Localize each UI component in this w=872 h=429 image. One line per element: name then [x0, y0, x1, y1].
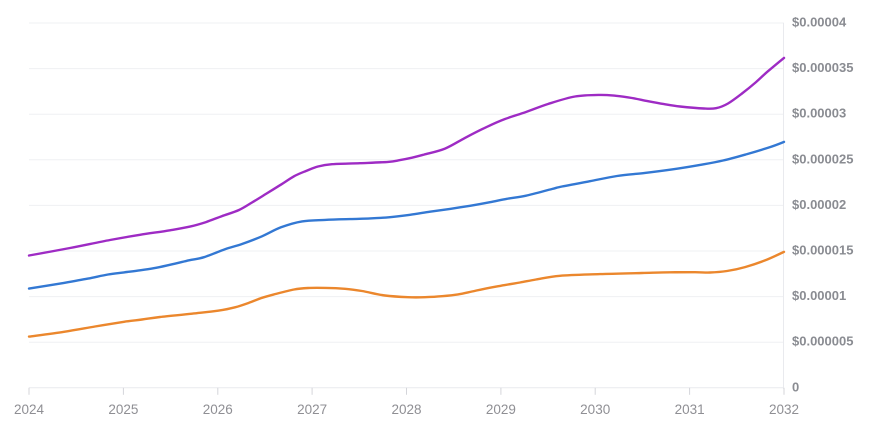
svg-text:$0.00003: $0.00003 [792, 106, 846, 121]
svg-text:$0.00001: $0.00001 [792, 288, 846, 303]
svg-text:$0.00002: $0.00002 [792, 197, 846, 212]
svg-text:2024: 2024 [14, 402, 45, 417]
svg-text:$0.000035: $0.000035 [792, 60, 853, 75]
svg-text:2031: 2031 [675, 402, 705, 417]
svg-text:2030: 2030 [580, 402, 610, 417]
svg-text:0: 0 [792, 379, 799, 394]
svg-text:$0.000015: $0.000015 [792, 243, 853, 258]
svg-text:$0.00004: $0.00004 [792, 15, 847, 30]
svg-text:2025: 2025 [108, 402, 138, 417]
svg-text:2027: 2027 [297, 402, 327, 417]
svg-text:2032: 2032 [769, 402, 799, 417]
svg-text:2028: 2028 [391, 402, 421, 417]
svg-text:2029: 2029 [486, 402, 516, 417]
svg-text:2026: 2026 [203, 402, 233, 417]
svg-text:$0.000005: $0.000005 [792, 334, 853, 349]
svg-text:$0.000025: $0.000025 [792, 151, 853, 166]
